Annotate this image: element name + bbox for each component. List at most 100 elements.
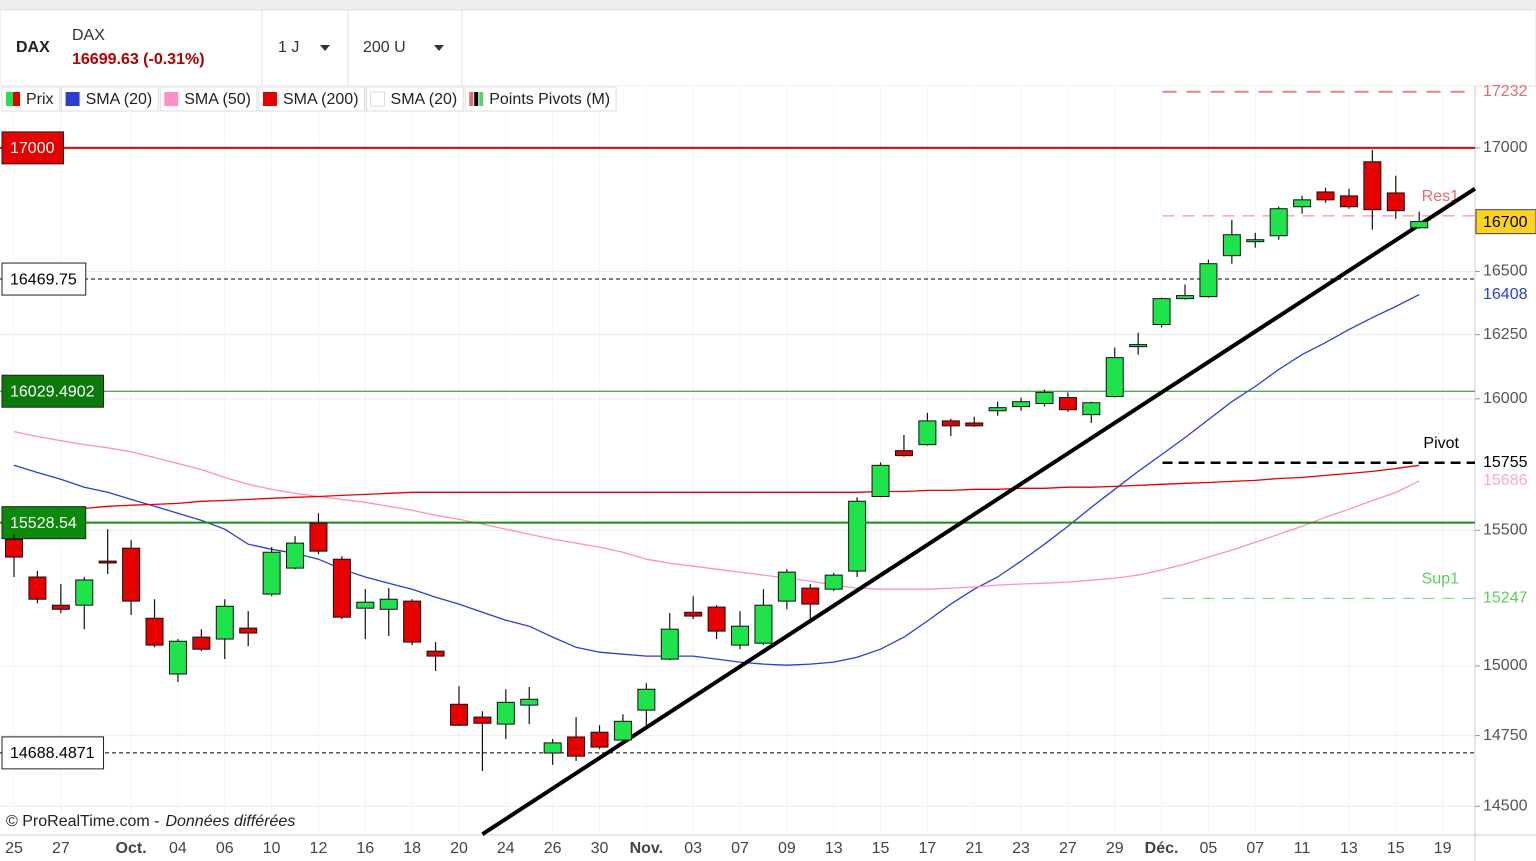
- level-label: 17000: [10, 140, 55, 157]
- x-tick-label: Déc.: [1145, 840, 1179, 857]
- y-tick-label: 15000: [1483, 657, 1528, 674]
- candle-body: [239, 627, 258, 634]
- level-label: 16469.75: [10, 271, 77, 288]
- level-box: [1, 506, 87, 540]
- sma-line: [13, 430, 1420, 590]
- legend-item[interactable]: SMA (20): [61, 86, 159, 112]
- pivot-name: Res1: [1422, 188, 1459, 205]
- candle-body: [731, 625, 750, 646]
- x-tick-label: 09: [778, 840, 796, 857]
- x-tick-label: 20: [450, 840, 468, 857]
- candle-body: [941, 420, 960, 427]
- legend-swatch: [6, 92, 13, 106]
- candle-body: [637, 688, 656, 711]
- x-tick-label: 16: [356, 840, 374, 857]
- level-label: 16029.4902: [10, 383, 95, 400]
- quote: 16699.63 (-0.31%): [72, 51, 205, 68]
- sma-last-value: 15686: [1483, 472, 1528, 489]
- legend-box: [464, 86, 617, 112]
- candle-body: [449, 703, 468, 726]
- sma-line: [13, 464, 1420, 515]
- candle-body: [660, 628, 679, 660]
- candle-body: [613, 720, 632, 741]
- y-tick-label: 16000: [1483, 390, 1528, 407]
- candle-body: [1176, 295, 1194, 300]
- candle-body: [754, 604, 773, 644]
- candle-body: [426, 650, 445, 657]
- timeframe[interactable]: 1 J: [278, 39, 299, 56]
- x-tick-label: 18: [403, 840, 421, 857]
- candle-body: [1199, 263, 1218, 298]
- level-label: 14688.4871: [10, 745, 95, 762]
- candle-body: [871, 464, 890, 497]
- candle-body: [75, 579, 94, 606]
- candle-body: [1410, 221, 1429, 229]
- level-box: [1, 131, 64, 165]
- trendline: [481, 186, 1477, 836]
- x-tick-label: 03: [684, 840, 702, 857]
- symbol[interactable]: DAX: [16, 39, 50, 56]
- candle-body: [145, 617, 164, 646]
- legend-swatch: [370, 91, 386, 107]
- price-tag-label: 16700: [1483, 214, 1528, 231]
- candle-body: [1012, 401, 1031, 408]
- plot-area: [0, 86, 1475, 835]
- x-tick-label: 30: [591, 840, 609, 857]
- units-dropdown[interactable]: 200 U: [363, 39, 444, 56]
- legend-item[interactable]: Prix: [1, 86, 61, 112]
- x-tick-label: 05: [1200, 840, 1218, 857]
- units[interactable]: 200 U: [363, 39, 406, 56]
- legend-label: SMA (50): [184, 91, 251, 108]
- legend-swatch: [469, 92, 474, 106]
- candle-body: [777, 571, 796, 602]
- legend-item[interactable]: SMA (200): [258, 86, 366, 112]
- sma-last-value: 16408: [1483, 286, 1528, 303]
- candle-body: [988, 407, 1007, 412]
- candle-body: [403, 600, 422, 643]
- legend-label: SMA (20): [391, 91, 458, 108]
- pivot-value: 15755: [1483, 454, 1528, 471]
- candle-body: [356, 601, 375, 609]
- y-tick-label: 16250: [1483, 326, 1528, 343]
- pivot-value: 15247: [1483, 590, 1528, 607]
- instrument-name: DAX: [72, 27, 105, 44]
- x-tick-label: 13: [1340, 840, 1358, 857]
- candle-body: [1035, 391, 1054, 405]
- candle-body: [98, 560, 117, 564]
- y-tick-label: 14500: [1483, 798, 1528, 815]
- x-tick-label: Oct.: [116, 840, 147, 857]
- candle-body: [894, 450, 913, 457]
- legend-item[interactable]: SMA (50): [159, 86, 258, 112]
- timeframe-dropdown[interactable]: 1 J: [278, 39, 330, 56]
- y-tick-label: 16500: [1483, 263, 1528, 280]
- x-tick-label: Nov.: [630, 840, 663, 857]
- candle-body: [5, 538, 23, 558]
- legend-swatch: [13, 92, 20, 106]
- y-tick-label: 15500: [1483, 521, 1528, 538]
- x-tick-label: 13: [825, 840, 843, 857]
- candle-body: [1082, 402, 1101, 416]
- x-tick-label: 06: [216, 840, 234, 857]
- legend-item[interactable]: SMA (20): [366, 86, 464, 112]
- x-tick-label: 26: [544, 840, 562, 857]
- candle-body: [1058, 397, 1077, 411]
- footer: © ProRealTime.com - Données différées: [6, 813, 295, 830]
- candle-body: [192, 636, 211, 650]
- x-tick-label: 07: [1246, 840, 1264, 857]
- level-box: [1, 262, 87, 296]
- candle-body: [286, 542, 305, 569]
- sma-line: [13, 294, 1420, 666]
- candle-body: [1152, 298, 1171, 325]
- data-note: Données différées: [165, 813, 295, 830]
- x-tick-label: 24: [497, 840, 515, 857]
- price-tag: [1475, 209, 1536, 235]
- candle-body: [567, 736, 586, 757]
- level-box: [1, 374, 105, 408]
- candle-body: [496, 701, 515, 725]
- legend-item[interactable]: Points Pivots (M): [464, 86, 617, 112]
- candle-body: [1269, 208, 1288, 237]
- candle-body: [1129, 344, 1148, 348]
- legend-swatch: [262, 92, 277, 106]
- candle-body: [1363, 161, 1382, 211]
- x-tick-label: 11: [1294, 840, 1311, 857]
